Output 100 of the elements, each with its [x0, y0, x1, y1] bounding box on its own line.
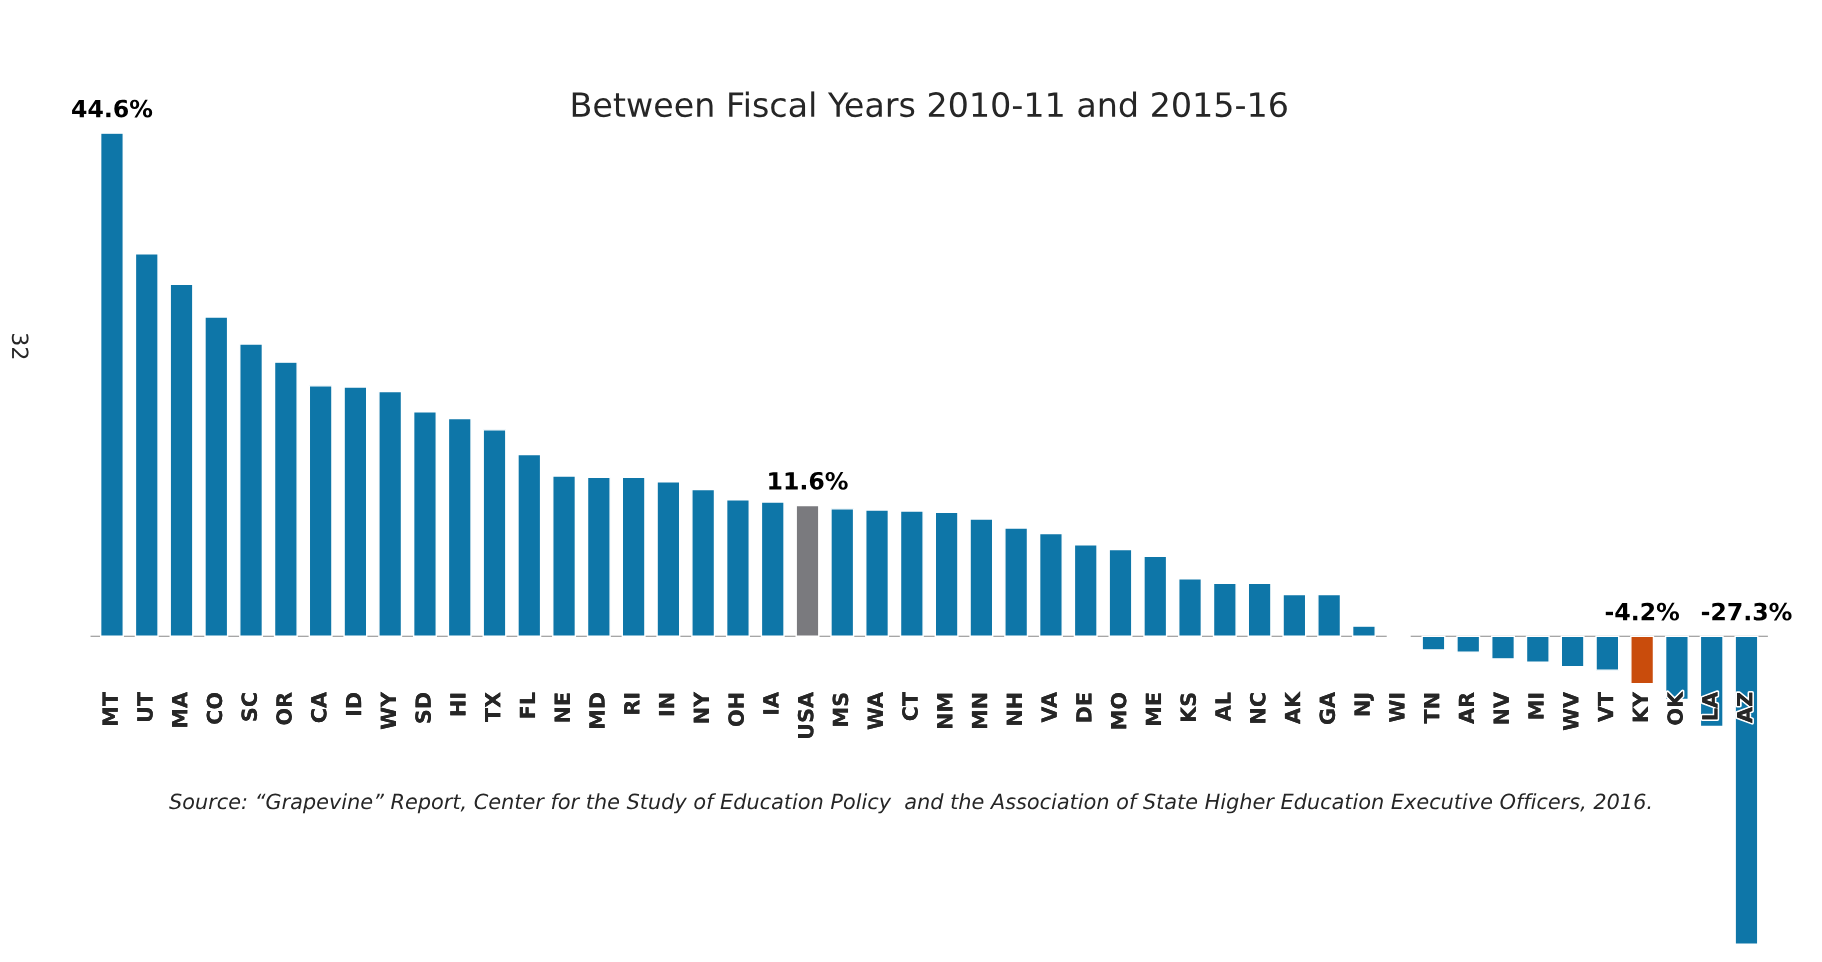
bar: [1317, 593, 1342, 637]
x-tick-label: OH: [728, 693, 744, 726]
bar: [1351, 625, 1376, 637]
x-tick-label: AL: [1215, 692, 1231, 722]
x-tick-label: OK: [1667, 691, 1683, 725]
bar: [1525, 635, 1550, 663]
bar: [343, 386, 368, 637]
bar: [169, 283, 194, 637]
text: 32: [11, 333, 29, 359]
x-tick-label: GA: [1319, 691, 1336, 725]
x-tick-label: MN: [971, 693, 988, 729]
x-tick-label: MT: [102, 691, 118, 725]
bar: [99, 132, 124, 637]
x-tick-label: AZ: [1737, 692, 1753, 723]
x-tick-label: NE: [554, 693, 570, 722]
x-tick-label: MA: [172, 691, 188, 727]
bar: [795, 504, 820, 637]
bar: [830, 508, 855, 637]
x-tick-label: KS: [1180, 693, 1197, 722]
x-tick-label: OR: [276, 692, 292, 725]
bar: [1456, 635, 1481, 653]
bar: [1282, 593, 1307, 637]
x-tick-label: MS: [832, 693, 849, 726]
x-tick-label: AK: [1284, 691, 1301, 725]
x-tick-label: AR: [1458, 692, 1475, 724]
bar: [1212, 582, 1237, 637]
bar: [239, 343, 264, 637]
x-tick-label: NY: [693, 691, 709, 723]
bar: [1004, 527, 1029, 637]
bar: [412, 411, 437, 637]
bar: [899, 510, 924, 637]
x-tick-label: DE: [1076, 693, 1092, 722]
x-tick-label: MO: [1110, 692, 1127, 729]
bar: [1178, 578, 1203, 637]
x-tick-label: WI: [1389, 693, 1405, 722]
data-label: 11.6%: [769, 471, 848, 490]
bar: [865, 509, 890, 637]
x-tick-label: NV: [1493, 691, 1509, 724]
bar: [656, 481, 681, 637]
x-tick-label: IA: [763, 691, 779, 714]
bar: [760, 501, 785, 637]
x-tick-label: NC: [1249, 693, 1266, 723]
x-tick-label: WY: [380, 691, 396, 730]
x-tick-label: USA: [797, 691, 814, 738]
bar: [273, 361, 298, 637]
bar: [1108, 548, 1133, 637]
x-tick-label: MD: [589, 692, 605, 728]
bar: [621, 476, 646, 637]
x-tick-label: TN: [1424, 693, 1440, 724]
x-tick-label: UT: [137, 691, 153, 722]
bar: [1421, 635, 1446, 651]
chart-title: Between Fiscal Years 2010-11 and 2015-16: [572, 91, 1287, 118]
bar: [1734, 635, 1759, 945]
bar: [1630, 635, 1655, 685]
bar: [378, 390, 403, 637]
x-tick-label: WA: [867, 691, 883, 730]
x-tick-label: LA: [1702, 691, 1718, 720]
bar: [482, 429, 507, 637]
x-tick-label: NH: [1006, 693, 1022, 725]
bar: [1491, 635, 1516, 660]
bar: [1247, 582, 1272, 637]
x-tick-label: MI: [1528, 693, 1544, 719]
bar: [1595, 635, 1620, 671]
bar: [586, 476, 611, 637]
x-tick-label: RI: [624, 693, 640, 714]
data-label: -27.3%: [1701, 602, 1792, 621]
x-tick-label: HI: [450, 693, 466, 716]
data-label: -4.2%: [1605, 602, 1680, 621]
x-tick-label: WV: [1563, 691, 1579, 731]
bar: [552, 475, 577, 637]
bar: [1560, 635, 1585, 668]
bar: [134, 253, 159, 637]
bar: [691, 488, 716, 637]
x-tick-label: KY: [1632, 691, 1648, 722]
bar: [517, 453, 542, 637]
annotation: Source: “Grapevine” Report, Center for the Study of Education Policy and the Association of State Higher Education Executive Officers, 2016.: [169, 793, 1651, 814]
x-tick-label: NM: [937, 693, 953, 729]
x-tick-label: CT: [902, 691, 918, 721]
bar: [1073, 544, 1098, 637]
bar: [204, 316, 229, 637]
x-tick-label: ID: [345, 692, 362, 715]
x-tick-label: TX: [485, 692, 501, 723]
bar: [1038, 532, 1063, 637]
x-tick-label: SD: [415, 692, 431, 723]
x-tick-label: VA: [1041, 691, 1057, 723]
x-tick-label: ME: [1145, 693, 1162, 725]
x-tick-label: FL: [519, 692, 536, 718]
x-tick-label: IN: [658, 693, 675, 716]
bar: [1143, 555, 1168, 637]
bar: [447, 417, 472, 637]
bar: [969, 518, 994, 637]
x-tick-label: CA: [310, 691, 327, 723]
bar: [308, 385, 333, 637]
data-label: 44.6%: [72, 99, 153, 118]
x-tick-label: CO: [206, 692, 223, 724]
bar: [934, 511, 959, 637]
x-tick-label: NJ: [1354, 693, 1374, 716]
x-tick-label: SC: [241, 693, 258, 721]
x-tick-label: VT: [1597, 691, 1614, 723]
bar: [725, 499, 750, 637]
